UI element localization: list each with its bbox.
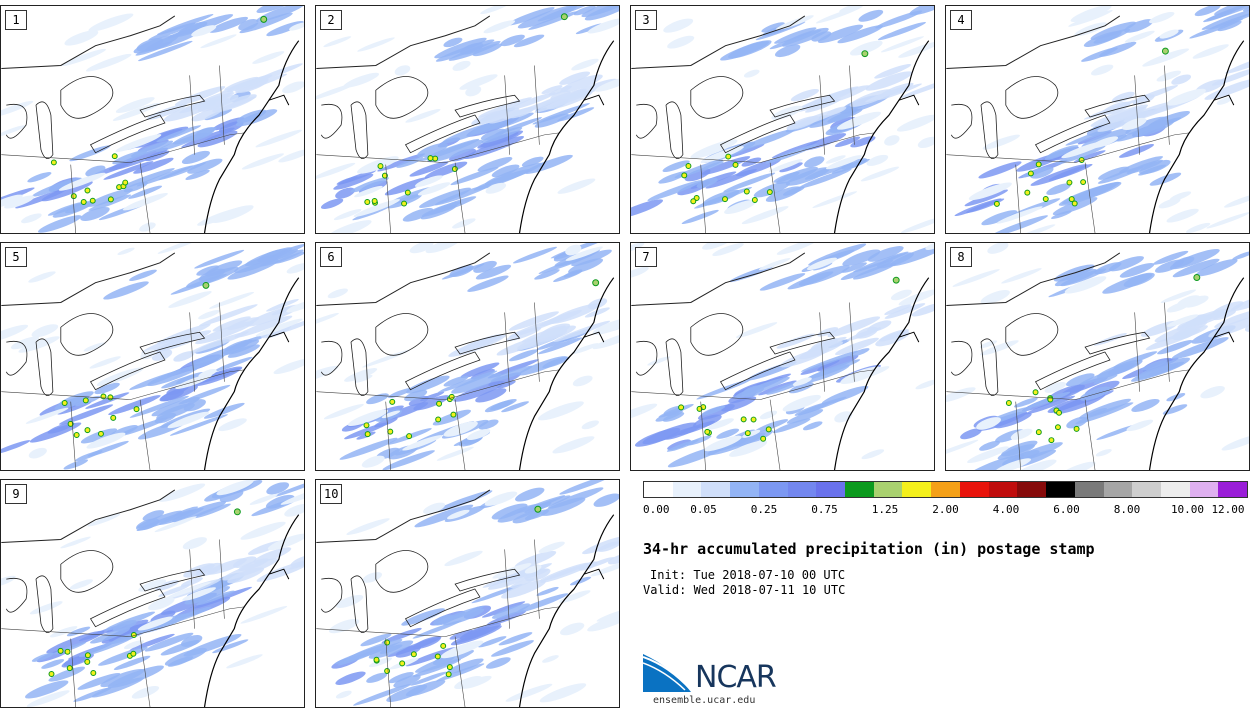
colorbar-swatch [1218,482,1248,497]
map-panel-2: 2 [315,5,620,234]
colorbar-tick-label: 10.00 [1170,503,1205,516]
ncar-logo-text: NCAR [695,660,777,695]
colorbar-labels: 0.00 0.05 0.25 0.75 1.25 2.00 4.00 6.00 8.00 10.0… [643,503,1248,517]
colorbar-tick-label: 6.00 [1053,503,1080,516]
colorbar-swatch [730,482,759,497]
colorbar-tick-label: 8.00 [1113,503,1141,516]
colorbar-tick-label: 2.00 [932,503,959,516]
map-panel-6: 6 [315,242,620,471]
colorbar-swatch [902,482,932,497]
panel-number: 4 [950,10,972,30]
panel-number: 3 [635,10,657,30]
map-canvas [1,6,304,233]
colorbar-swatch [787,482,817,497]
panel-number: 10 [320,484,343,504]
ncar-logo-icon [643,654,692,692]
colorbar-tick-label: 1.25 [871,503,899,516]
map-canvas [946,243,1249,470]
colorbar-swatch [873,482,903,497]
colorbar-swatch [959,482,989,497]
map-canvas [946,6,1249,233]
valid-time: Valid: Wed 2018-07-11 10 UTC [643,583,846,597]
colorbar-swatch [672,482,702,497]
map-canvas [631,6,934,233]
colorbar-swatch [701,482,731,497]
website-url[interactable]: ensemble.ucar.edu [653,695,756,706]
colorbar-swatch [1046,482,1075,497]
map-canvas [1,243,304,470]
colorbar-swatch [1017,482,1047,497]
colorbar-swatch [1103,482,1133,497]
colorbar-swatch [758,482,788,497]
colorbar-swatch [1189,482,1219,497]
map-panel-9: 9 [0,479,305,708]
colorbar-tick-label: 0.75 [811,503,838,516]
chart-title: 34-hr accumulated precipitation (in) pos… [643,540,1095,558]
colorbar-swatch [845,482,874,497]
map-canvas [631,243,934,470]
panel-number: 2 [320,10,342,30]
colorbar-tick-label: 12.00 [1211,503,1245,516]
colorbar-swatch [816,482,846,497]
panel-number: 5 [5,247,27,267]
panel-number: 7 [635,247,657,267]
colorbar-swatch [988,482,1018,497]
map-panel-4: 4 [945,5,1250,234]
colorbar-swatch [931,482,960,497]
map-panel-7: 7 [630,242,935,471]
precip-colorbar [643,481,1248,498]
panel-number: 9 [5,484,27,504]
map-canvas [316,6,619,233]
map-panel-10: 10 [315,479,620,708]
panel-number: 6 [320,247,342,267]
map-canvas [316,243,619,470]
colorbar-tick-label: 0.00 [643,503,670,516]
colorbar-swatch [1074,482,1104,497]
colorbar-tick-label: 4.00 [992,503,1020,516]
map-panel-8: 8 [945,242,1250,471]
colorbar-swatch [1132,482,1161,497]
map-canvas [1,480,304,707]
panel-number: 8 [950,247,972,267]
colorbar-tick-label: 0.05 [690,503,717,516]
colorbar-swatch [644,482,673,497]
map-panel-5: 5 [0,242,305,471]
map-canvas [316,480,619,707]
map-panel-3: 3 [630,5,935,234]
colorbar-tick-label: 0.25 [750,503,778,516]
panel-number: 1 [5,10,27,30]
map-panel-1: 1 [0,5,305,234]
init-time: Init: Tue 2018-07-10 00 UTC [650,568,846,582]
colorbar-swatch [1160,482,1190,497]
